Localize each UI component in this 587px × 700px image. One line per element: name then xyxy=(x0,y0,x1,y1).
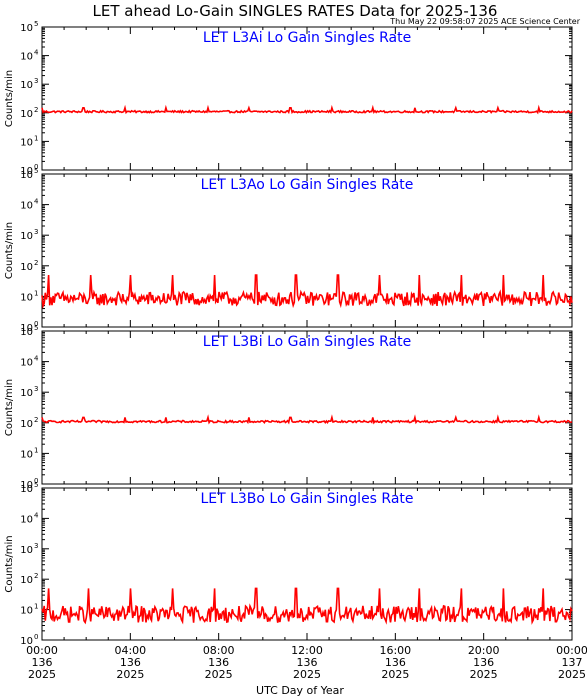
series-line xyxy=(41,104,573,115)
x-tick-label: 137 xyxy=(562,656,583,669)
x-tick-label: 04:00 xyxy=(114,644,146,657)
x-tick-label: 2025 xyxy=(28,668,56,681)
y-tick-label: 10 xyxy=(20,323,33,334)
y-tick-exponent: 0 xyxy=(34,163,38,171)
y-tick-label: 10 xyxy=(20,575,33,586)
y-tick-label: 10 xyxy=(20,480,33,491)
x-tick-label: 2025 xyxy=(293,668,321,681)
x-tick-label: 2025 xyxy=(558,668,586,681)
x-tick-label: 20:00 xyxy=(468,644,500,657)
figure-title: LET ahead Lo-Gain SINGLES RATES Data for… xyxy=(93,2,498,20)
y-tick-exponent: 5 xyxy=(34,167,38,175)
panel-title: LET L3Ao Lo Gain Singles Rate xyxy=(201,177,414,193)
y-tick-label: 10 xyxy=(20,170,33,181)
x-tick-label: 00:00 xyxy=(556,644,587,657)
plot-frame xyxy=(41,173,573,328)
panel-title: LET L3Bi Lo Gain Singles Rate xyxy=(203,334,411,350)
y-tick-exponent: 2 xyxy=(34,259,38,267)
series-line xyxy=(41,274,573,309)
y-tick-exponent: 4 xyxy=(34,198,39,206)
x-tick-label: 136 xyxy=(120,656,141,669)
y-tick-label: 10 xyxy=(20,109,33,120)
x-tick-label: 08:00 xyxy=(203,644,235,657)
y-tick-label: 10 xyxy=(20,545,33,556)
x-tick-label: 136 xyxy=(32,656,53,669)
y-tick-label: 10 xyxy=(20,201,33,212)
y-tick-label: 10 xyxy=(20,262,33,273)
y-tick-label: 10 xyxy=(20,358,33,369)
y-tick-exponent: 0 xyxy=(34,320,38,328)
x-tick-label: 136 xyxy=(297,656,318,669)
y-tick-exponent: 3 xyxy=(34,542,38,550)
y-tick-label: 10 xyxy=(20,606,33,617)
y-tick-label: 10 xyxy=(20,231,33,242)
x-tick-label: 136 xyxy=(385,656,406,669)
y-tick-exponent: 5 xyxy=(34,324,38,332)
y-axis-label: Counts/min xyxy=(4,535,15,592)
x-tick-label: 16:00 xyxy=(379,644,411,657)
y-tick-label: 10 xyxy=(20,484,33,495)
y-tick-exponent: 1 xyxy=(34,603,38,611)
y-axis-label: Counts/min xyxy=(4,222,15,279)
timestamp-credit: Thu May 22 09:58:07 2025 ACE Science Cen… xyxy=(389,17,580,26)
x-tick-label: 2025 xyxy=(381,668,409,681)
x-axis-label: UTC Day of Year xyxy=(256,684,344,697)
x-tick-label: 2025 xyxy=(116,668,144,681)
y-tick-label: 10 xyxy=(20,52,33,63)
y-tick-exponent: 3 xyxy=(34,77,38,85)
panel-title: LET L3Ai Lo Gain Singles Rate xyxy=(203,30,411,46)
y-tick-exponent: 2 xyxy=(34,416,38,424)
y-tick-label: 10 xyxy=(20,137,33,148)
x-axis: 00:00136202504:00136202508:00136202512:0… xyxy=(26,644,587,681)
y-axis-label: Counts/min xyxy=(4,379,15,436)
y-tick-exponent: 1 xyxy=(34,289,38,297)
x-tick-label: 12:00 xyxy=(291,644,323,657)
y-tick-label: 10 xyxy=(20,449,33,460)
y-tick-label: 10 xyxy=(20,80,33,91)
y-tick-exponent: 5 xyxy=(34,20,38,28)
y-tick-exponent: 2 xyxy=(34,572,38,580)
y-tick-label: 10 xyxy=(20,419,33,430)
y-tick-exponent: 1 xyxy=(34,446,38,454)
y-tick-label: 10 xyxy=(20,23,33,34)
y-tick-exponent: 3 xyxy=(34,385,38,393)
y-tick-label: 10 xyxy=(20,327,33,338)
x-tick-label: 136 xyxy=(208,656,229,669)
y-tick-exponent: 0 xyxy=(34,633,38,641)
y-tick-label: 10 xyxy=(20,166,33,177)
y-tick-label: 10 xyxy=(20,292,33,303)
x-tick-label: 136 xyxy=(473,656,494,669)
series-line xyxy=(41,587,573,625)
series-line xyxy=(41,414,573,425)
y-axis-label: Counts/min xyxy=(4,70,15,127)
x-tick-label: 2025 xyxy=(205,668,233,681)
y-tick-label: 10 xyxy=(20,636,33,647)
x-tick-label: 2025 xyxy=(470,668,498,681)
y-tick-exponent: 1 xyxy=(34,134,38,142)
plot-frame xyxy=(41,26,573,171)
y-tick-label: 10 xyxy=(20,388,33,399)
y-tick-exponent: 4 xyxy=(34,511,39,519)
x-tick-label: 00:00 xyxy=(26,644,58,657)
y-tick-exponent: 5 xyxy=(34,481,38,489)
y-tick-label: 10 xyxy=(20,514,33,525)
plot-frame xyxy=(41,330,573,485)
y-tick-exponent: 0 xyxy=(34,477,38,485)
y-tick-exponent: 2 xyxy=(34,106,38,114)
y-tick-exponent: 4 xyxy=(34,355,39,363)
y-tick-exponent: 3 xyxy=(34,228,38,236)
y-tick-exponent: 4 xyxy=(34,49,39,57)
panel-title: LET L3Bo Lo Gain Singles Rate xyxy=(200,491,413,507)
